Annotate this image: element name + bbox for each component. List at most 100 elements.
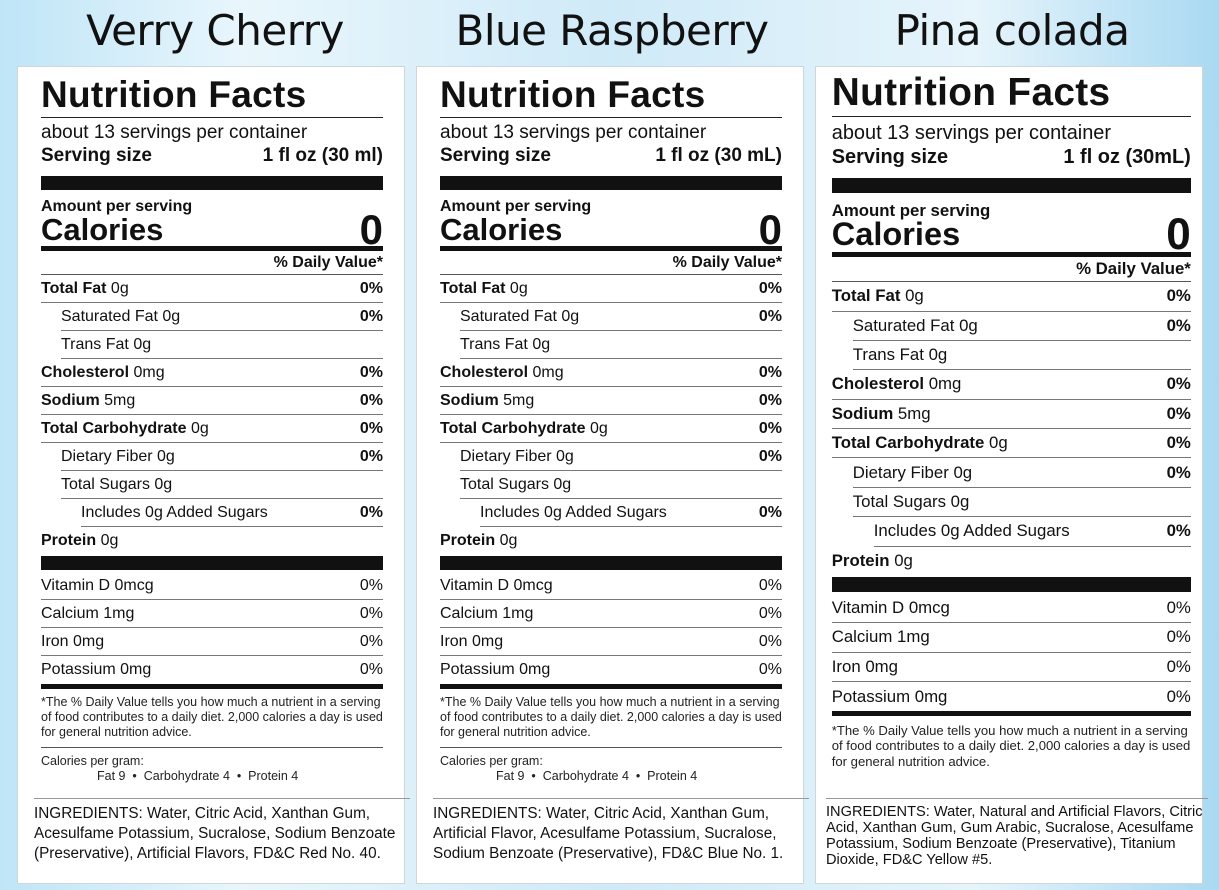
nutrient-name: Dietary Fiber 0g [853, 463, 972, 483]
nutrient-amount: 5mg [893, 403, 931, 423]
nutrient-row: Total Carbohydrate 0g 0% [41, 415, 383, 443]
daily-value-footnote: *The % Daily Value tells you how much a … [41, 684, 383, 747]
calories-per-gram-label: Calories per gram: [41, 754, 144, 768]
calories-per-gram-values: Fat 9 • Carbohydrate 4 • Protein 4 [496, 769, 698, 783]
ingredients-text: INGREDIENTS: Water, Natural and Artifici… [826, 798, 1208, 868]
nutrition-panel: Nutrition Facts about 13 servings per con… [17, 66, 410, 884]
nutrient-row: Protein 0g [832, 547, 1191, 576]
nutrient-row: Cholesterol 0mg 0% [41, 359, 383, 387]
vitamin-name: Potassium 0mg [41, 661, 152, 678]
vitamin-daily-value: 0% [1166, 656, 1191, 676]
nutrition-facts-heading: Nutrition Facts [41, 73, 383, 118]
nutrient-name: Total Sugars 0g [460, 476, 571, 494]
nutrient-daily-value: 0% [359, 503, 383, 521]
vitamin-name: Iron 0mg [831, 656, 898, 676]
divider-thick [831, 178, 1191, 193]
nutrient-row: Includes 0g Added Sugars 0% [480, 499, 782, 527]
vitamin-daily-value: 0% [1166, 686, 1191, 706]
vitamin-daily-value: 0% [1166, 627, 1191, 647]
nutrient-daily-value: 0% [1166, 462, 1191, 482]
calories-value: 0 [758, 206, 782, 253]
divider-medium [831, 251, 1191, 257]
nutrition-facts-label: Nutrition Facts about 13 servings per con… [41, 73, 383, 788]
amount-per-serving: Amount per serving [41, 198, 193, 215]
nutrient-name: Total Fat 0g [440, 280, 528, 298]
vitamin-daily-value: 0% [359, 661, 383, 678]
nutrient-amount: Includes 0g Added Sugars [873, 521, 1070, 541]
nutrient-row: Dietary Fiber 0g 0% [61, 443, 383, 471]
nutrient-amount: Dietary Fiber 0g [460, 447, 574, 465]
flavor-title: Blue Raspberry [455, 6, 769, 55]
nutrient-bold-name: Sodium [831, 403, 894, 423]
nutrient-amount: Includes 0g Added Sugars [480, 503, 667, 521]
nutrient-row: Total Sugars 0g [61, 471, 383, 499]
nutrition-facts-label: Nutrition Facts about 13 servings per con… [831, 70, 1191, 777]
calories-per-gram-values: Fat 9 • Carbohydrate 4 • Protein 4 [97, 769, 299, 783]
daily-value-footnote: *The % Daily Value tells you how much a … [440, 684, 782, 747]
nutrient-row: Total Fat 0g 0% [41, 275, 383, 303]
vitamin-daily-value: 0% [359, 604, 383, 622]
calories-row: Calories 0 [41, 209, 383, 251]
nutrition-panel: Nutrition Facts about 13 servings per con… [815, 66, 1208, 884]
calories-per-gram: Calories per gram: Fat 9 • Carbohydrate 4… [440, 747, 782, 788]
vitamin-name: Vitamin D 0mcg [41, 576, 154, 594]
nutrition-facts-label: Nutrition Facts about 13 servings per con… [440, 73, 782, 788]
nutrient-name: Protein 0g [41, 532, 118, 550]
serving-size-row: Serving size 1 fl oz (30mL) [832, 145, 1191, 170]
nutrient-row: Sodium 5mg 0% [440, 387, 782, 415]
vitamin-row: Calcium 1mg 0% [440, 600, 782, 628]
nutrient-name: Cholesterol 0mg [41, 364, 165, 382]
nutrient-name: Total Carbohydrate 0g [832, 433, 1008, 453]
nutrient-name: Total Fat 0g [832, 286, 924, 306]
calories-per-gram-label: Calories per gram: [440, 754, 543, 768]
ingredients-text: INGREDIENTS: Water, Citric Acid, Xanthan… [34, 798, 410, 864]
nutrient-name: Trans Fat 0g [460, 336, 550, 354]
nutrient-row: Trans Fat 0g [460, 331, 782, 359]
nutrient-daily-value: 0% [1166, 315, 1191, 335]
nutrient-bold-name: Total Carbohydrate [831, 433, 985, 453]
daily-value-header: % Daily Value* [41, 251, 383, 275]
nutrient-amount: 0g [889, 551, 913, 571]
nutrient-name: Total Carbohydrate 0g [440, 420, 608, 438]
nutrient-amount: 0g [495, 532, 518, 549]
vitamin-daily-value: 0% [758, 576, 782, 594]
vitamin-name: Calcium 1mg [41, 604, 135, 622]
calories-per-gram: Calories per gram: Fat 9 • Carbohydrate 4… [41, 747, 383, 788]
servings-per-container: about 13 servings per container [831, 121, 1112, 144]
nutrient-daily-value: 0% [1166, 433, 1191, 453]
nutrient-amount: Total Sugars 0g [852, 492, 970, 512]
nutrient-bold-name: Total Carbohydrate [440, 419, 586, 437]
nutrient-row: Cholesterol 0mg 0% [831, 370, 1191, 400]
serving-size-value: 1 fl oz (30 mL) [655, 145, 782, 166]
nutrient-daily-value: 0% [359, 307, 383, 325]
vitamin-daily-value: 0% [359, 576, 383, 594]
flavor-title: Pina colada [894, 6, 1130, 55]
nutrient-daily-value: 0% [1166, 521, 1191, 541]
divider-medium [41, 246, 383, 251]
nutrient-daily-value: 0% [758, 391, 782, 409]
nutrient-row: Sodium 5mg 0% [831, 400, 1191, 430]
nutrient-row: Saturated Fat 0g 0% [852, 312, 1191, 341]
daily-value-header: % Daily Value* [440, 251, 782, 275]
vitamin-row: Potassium 0mg 0% [832, 682, 1191, 711]
vitamin-row: Iron 0mg 0% [831, 653, 1191, 683]
nutrient-daily-value: 0% [359, 419, 383, 437]
nutrient-row: Sodium 5mg 0% [41, 387, 383, 415]
vitamin-row: Iron 0mg 0% [41, 628, 383, 656]
divider-thick [41, 556, 383, 570]
vitamin-row: Potassium 0mg 0% [41, 656, 383, 684]
divider-thick [440, 176, 782, 190]
vitamin-daily-value: 0% [359, 632, 383, 650]
nutrient-row: Includes 0g Added Sugars 0% [81, 499, 383, 527]
vitamin-name: Vitamin D 0mcg [440, 576, 553, 594]
nutrient-amount: 0g [96, 532, 119, 549]
nutrient-amount: 0g [585, 419, 608, 437]
serving-size-label: Serving size [41, 145, 152, 166]
nutrient-daily-value: 0% [359, 363, 383, 381]
flavor-title: Verry Cherry [86, 6, 344, 55]
nutrient-row: Dietary Fiber 0g 0% [852, 458, 1191, 488]
calories-label: Calories [440, 212, 563, 247]
nutrient-row: Saturated Fat 0g 0% [460, 303, 782, 331]
calories-row: Calories 0 [832, 213, 1191, 257]
calories-row: Calories 0 [440, 206, 782, 253]
